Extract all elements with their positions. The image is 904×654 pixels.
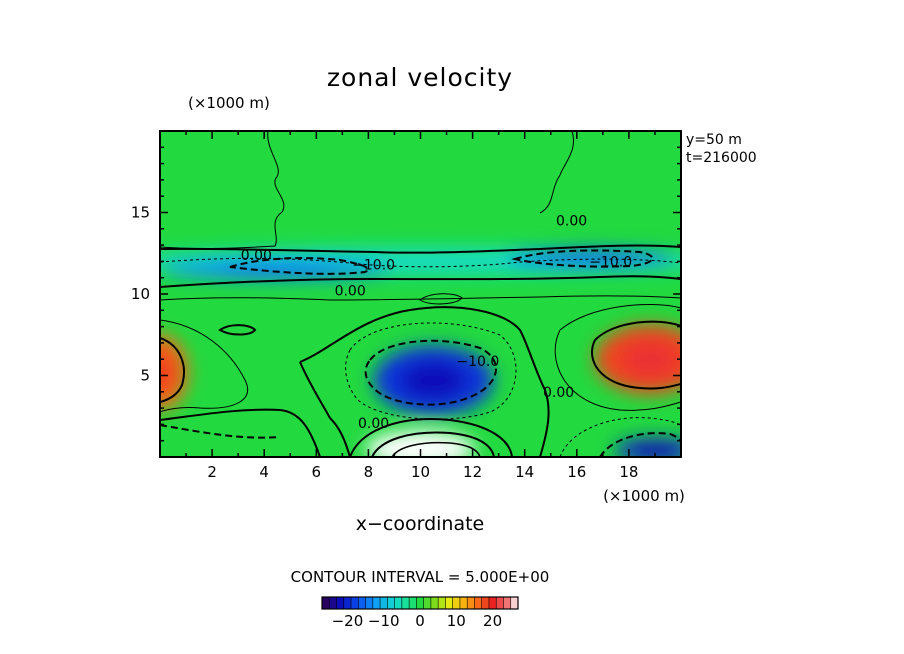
contour-line (371, 431, 495, 457)
colorbar-swatch (474, 597, 483, 609)
y-tick-label: 15 (131, 204, 150, 222)
x-tick-label: 14 (515, 463, 534, 481)
contour-label: −10.0 (589, 254, 632, 270)
y-axis-unit: (×1000 m) (188, 94, 270, 112)
colorbar-swatch (467, 597, 475, 609)
contour-line (559, 417, 681, 457)
contour-line (349, 418, 513, 457)
colorbar-tick-label: 20 (483, 612, 502, 630)
contour-line (594, 320, 681, 341)
field-core-bottom-minimum (632, 443, 677, 457)
x-tick-label: 12 (463, 463, 482, 481)
colorbar-frame (321, 596, 519, 610)
contour-line (554, 329, 681, 411)
contour-line (511, 249, 654, 268)
plot-area: 0.00 −10.0 0.00 0.00 −10.0 −10.0 0.00 0.00 (160, 131, 681, 457)
colorbar-tick-label: −10 (368, 612, 400, 630)
field-core-westward-jet-core (213, 264, 341, 276)
x-tick-label: 8 (364, 463, 374, 481)
x-tick-label: 4 (259, 463, 269, 481)
x-tick-label: 6 (312, 463, 322, 481)
contour-label: 0.00 (556, 214, 587, 230)
colorbar-tick-label: 0 (415, 612, 425, 630)
colorbar-swatch (394, 597, 403, 609)
chart-title: zonal velocity (327, 63, 513, 92)
colorbar: −20 −10 0 10 20 (321, 596, 519, 630)
colorbar-swatch (438, 597, 446, 609)
contour-line (160, 257, 681, 268)
contour-line (391, 441, 481, 457)
contour-line (559, 304, 681, 331)
x-axis-unit: (×1000 m) (603, 487, 685, 505)
time-annotation: t=216000 (686, 150, 757, 166)
contour-line (160, 408, 321, 457)
colorbar-swatch (459, 597, 468, 609)
contour-label: −10.0 (456, 354, 499, 370)
contour-line (364, 339, 497, 406)
colorbar-swatch (416, 597, 424, 609)
contour-line (160, 244, 681, 254)
colorbar-swatch (496, 597, 504, 609)
contour-interval-text: CONTOUR INTERVAL = 5.000E+00 (291, 568, 550, 586)
field-core-eddy-minimum (400, 361, 467, 400)
contour-label: 0.00 (358, 416, 389, 432)
contour-line (160, 424, 281, 439)
contour-line (419, 293, 463, 305)
colorbar-swatch (510, 597, 519, 609)
x-tick-label: 10 (411, 463, 430, 481)
field-core-bottom-maximum (390, 438, 451, 457)
x-tick-label: 2 (207, 463, 217, 481)
y-annotation: y=50 m (686, 132, 742, 148)
x-tick-label: 16 (567, 463, 586, 481)
colorbar-tick-label: 10 (447, 612, 466, 630)
colorbar-swatch (503, 597, 512, 609)
x-axis-label: x−coordinate (356, 513, 485, 535)
colorbar-swatch (343, 597, 352, 609)
colorbar-swatch (380, 597, 388, 609)
colorbar-swatch (365, 597, 374, 609)
colorbar-swatch (423, 597, 432, 609)
contour-line (299, 361, 351, 457)
contour-line (599, 432, 681, 457)
y-tick-label: 10 (131, 285, 150, 303)
contour-label: 0.00 (335, 284, 366, 300)
contour-label: −10.0 (352, 258, 395, 274)
contour-line (160, 337, 185, 403)
colorbar-swatch (445, 597, 453, 609)
field-core-eddy-maximum (160, 351, 176, 394)
colorbar-swatch (488, 597, 497, 609)
colorbar-swatch (372, 597, 381, 609)
contour-line (218, 324, 257, 336)
colorbar-swatch (351, 597, 359, 609)
contour-label: 0.00 (241, 248, 272, 264)
colorbar-swatch (481, 597, 490, 609)
colorbar-swatch (329, 597, 337, 609)
contour-line (229, 257, 370, 275)
colorbar-swatch (322, 597, 330, 609)
field-core-eddy-maximum (619, 339, 680, 379)
colorbar-swatch (430, 597, 439, 609)
contour-line (539, 131, 574, 214)
colorbar-swatch (452, 597, 461, 609)
contour-label: 0.00 (543, 385, 574, 401)
x-tick-label: 18 (619, 463, 638, 481)
colorbar-swatch (409, 597, 417, 609)
contour-line (591, 339, 681, 390)
colorbar-swatch (336, 597, 345, 609)
colorbar-swatch (387, 597, 395, 609)
contour-line (160, 319, 248, 413)
field-core-westward-jet-core (543, 253, 637, 264)
contour-line (299, 306, 550, 457)
colorbar-swatch (401, 597, 410, 609)
contour-line (160, 275, 681, 288)
colorbar-tick-label: −20 (332, 612, 364, 630)
colorbar-swatch (358, 597, 366, 609)
y-tick-label: 5 (140, 367, 150, 385)
